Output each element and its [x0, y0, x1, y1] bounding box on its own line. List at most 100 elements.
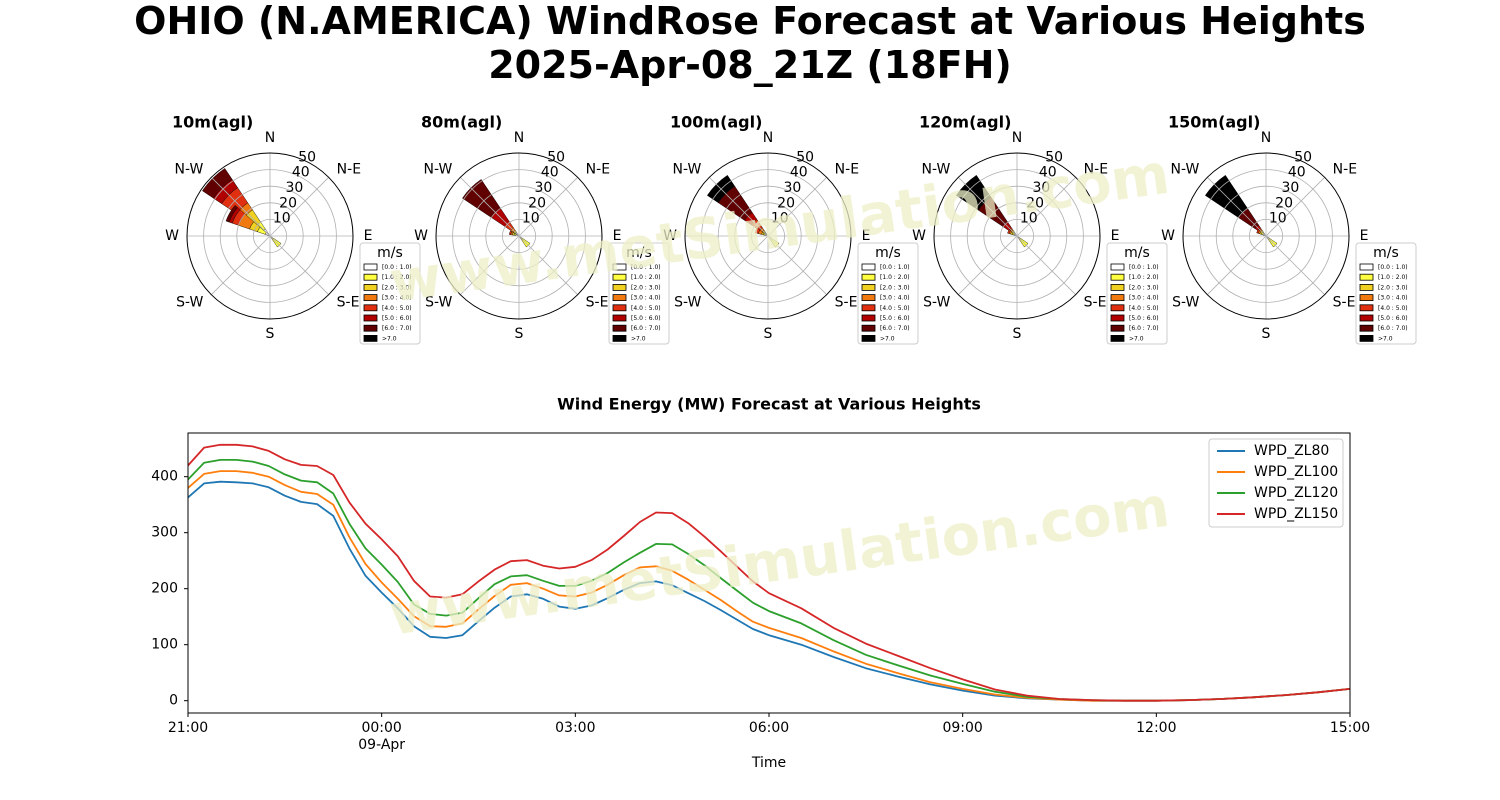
- legend-label: [4.0 : 5.0): [382, 305, 412, 312]
- legend-swatch: [363, 263, 378, 271]
- legend-label: >7.0: [631, 335, 646, 342]
- windrose-direction-label: N: [514, 130, 524, 146]
- x-axis-label: Time: [751, 755, 786, 771]
- legend-label: [5.0 : 6.0): [631, 315, 661, 322]
- legend-title: m/s: [875, 245, 901, 261]
- windrose-direction-label: S-W: [176, 295, 203, 311]
- legend-swatch: [363, 283, 378, 291]
- windrose-radial-tick-label: 10: [273, 211, 291, 227]
- windrose-outer-ring: [435, 152, 603, 320]
- line-chart-title: Wind Energy (MW) Forecast at Various Hei…: [557, 395, 981, 414]
- legend-label: [3.0 : 4.0): [1129, 295, 1159, 302]
- legend-swatch: [612, 314, 627, 322]
- windrose-grid-spoke: [460, 235, 520, 295]
- x-tick-label: 21:00: [168, 720, 208, 736]
- legend-label: WPD_ZL150: [1254, 506, 1338, 522]
- windrose-direction-label: N-W: [673, 161, 702, 177]
- windrose-direction-label: S: [515, 326, 524, 342]
- legend-swatch: [612, 263, 627, 271]
- legend-label: [5.0 : 6.0): [1129, 315, 1159, 322]
- windrose-grid-spoke: [709, 177, 769, 237]
- windrose-direction-label: S-W: [674, 295, 701, 311]
- windrose-radial-tick-label: 20: [1275, 195, 1293, 211]
- windrose-outer-ring: [1182, 152, 1350, 320]
- windrose-direction-label: E: [1111, 228, 1120, 244]
- windrose-radial-tick-label: 20: [528, 195, 546, 211]
- windrose-direction-label: N: [265, 130, 275, 146]
- legend-swatch: [861, 304, 876, 312]
- windrose-radial-tick-label: 40: [1039, 165, 1057, 181]
- legend-label: [0.0 : 1.0): [382, 264, 412, 271]
- line-legend: WPD_ZL80 WPD_ZL100 WPD_ZL120 WPD_ZL150: [1208, 438, 1344, 528]
- legend-title: m/s: [1373, 245, 1399, 261]
- windrose-radial-tick-label: 20: [279, 195, 297, 211]
- windrose-title: 120m(agl): [919, 113, 1011, 132]
- y-tick-label: 400: [151, 469, 178, 485]
- legend-label: >7.0: [1378, 335, 1393, 342]
- legend-label: [0.0 : 1.0): [1129, 264, 1159, 271]
- windrose-direction-label: E: [1360, 228, 1369, 244]
- windrose-direction-label: S-E: [835, 295, 858, 311]
- legend-swatch: [363, 294, 378, 302]
- series-group: [188, 443, 1350, 702]
- windrose-direction-label: E: [862, 228, 871, 244]
- legend-label: [0.0 : 1.0): [880, 264, 910, 271]
- windrose-grid-spoke: [211, 177, 271, 237]
- windrose-legend: m/s [0.0 : 1.0) [1.0 : 2.0) [2.0 : 3.0) [3.0…: [1106, 242, 1168, 345]
- windrose-direction-label: N-W: [424, 161, 453, 177]
- windrose-direction-label: N-W: [922, 161, 951, 177]
- legend-swatch: [861, 324, 876, 332]
- legend-swatch: [1110, 334, 1125, 342]
- legend-swatch: [363, 324, 378, 332]
- windrose-direction-label: S-E: [586, 295, 609, 311]
- legend-label: [2.0 : 3.0): [631, 284, 661, 291]
- y-tick-label: 0: [169, 693, 178, 709]
- legend-swatch: [861, 263, 876, 271]
- legend-title: m/s: [626, 245, 652, 261]
- legend-swatch: [612, 273, 627, 281]
- windrose-direction-label: S: [1262, 326, 1271, 342]
- legend-title: m/s: [377, 245, 403, 261]
- legend-swatch: [363, 314, 378, 322]
- x-tick-label: 00:00: [361, 720, 401, 736]
- windrose-legend: m/s [0.0 : 1.0) [1.0 : 2.0) [2.0 : 3.0) [3.0…: [608, 242, 670, 345]
- legend-swatch: [1110, 304, 1125, 312]
- windrose-grid-spoke: [709, 235, 769, 295]
- y-tick-label: 200: [151, 581, 178, 597]
- windrose-direction-label: S-E: [1084, 295, 1107, 311]
- legend-label: [1.0 : 2.0): [1129, 274, 1159, 281]
- x-tick-label: 03:00: [555, 720, 595, 736]
- windrose-radial-tick-label: 30: [1033, 180, 1051, 196]
- windrose-title: 150m(agl): [1168, 113, 1260, 132]
- legend-swatch: [1110, 283, 1125, 291]
- windrose-grid-spoke: [460, 177, 520, 237]
- legend-label: [3.0 : 4.0): [880, 295, 910, 302]
- legend-label: [6.0 : 7.0): [1378, 325, 1408, 332]
- legend-label: WPD_ZL120: [1254, 485, 1338, 501]
- watermark: www.metSimulation.com: [386, 475, 1174, 649]
- windrose-legend: m/s [0.0 : 1.0) [1.0 : 2.0) [2.0 : 3.0) [3.0…: [1355, 242, 1417, 345]
- windrose-radial-tick-label: 50: [298, 149, 316, 165]
- legend-label: [2.0 : 3.0): [1378, 284, 1408, 291]
- windrose-direction-label: N-W: [175, 161, 204, 177]
- legend-swatch: [1359, 314, 1374, 322]
- windrose-direction-label: W: [165, 228, 179, 244]
- windrose-outer-ring: [933, 152, 1101, 320]
- windrose-direction-label: S-E: [337, 295, 360, 311]
- windrose-grid-spoke: [518, 177, 578, 237]
- legend-label: [1.0 : 2.0): [880, 274, 910, 281]
- windrose-radial-tick-label: 10: [522, 211, 540, 227]
- legend-swatch: [1359, 334, 1374, 342]
- windrose-direction-label: W: [414, 228, 428, 244]
- windrose-grid-spoke: [767, 177, 827, 237]
- windrose-direction-label: N-E: [835, 161, 859, 177]
- legend-label: >7.0: [382, 335, 397, 342]
- legend-swatch: [861, 273, 876, 281]
- windrose-direction-label: E: [613, 228, 622, 244]
- x-tick-label: 09:00: [942, 720, 982, 736]
- x-tick-label: 06:00: [749, 720, 789, 736]
- windrose-direction-label: N-E: [337, 161, 361, 177]
- windrose-radial-tick-label: 30: [535, 180, 553, 196]
